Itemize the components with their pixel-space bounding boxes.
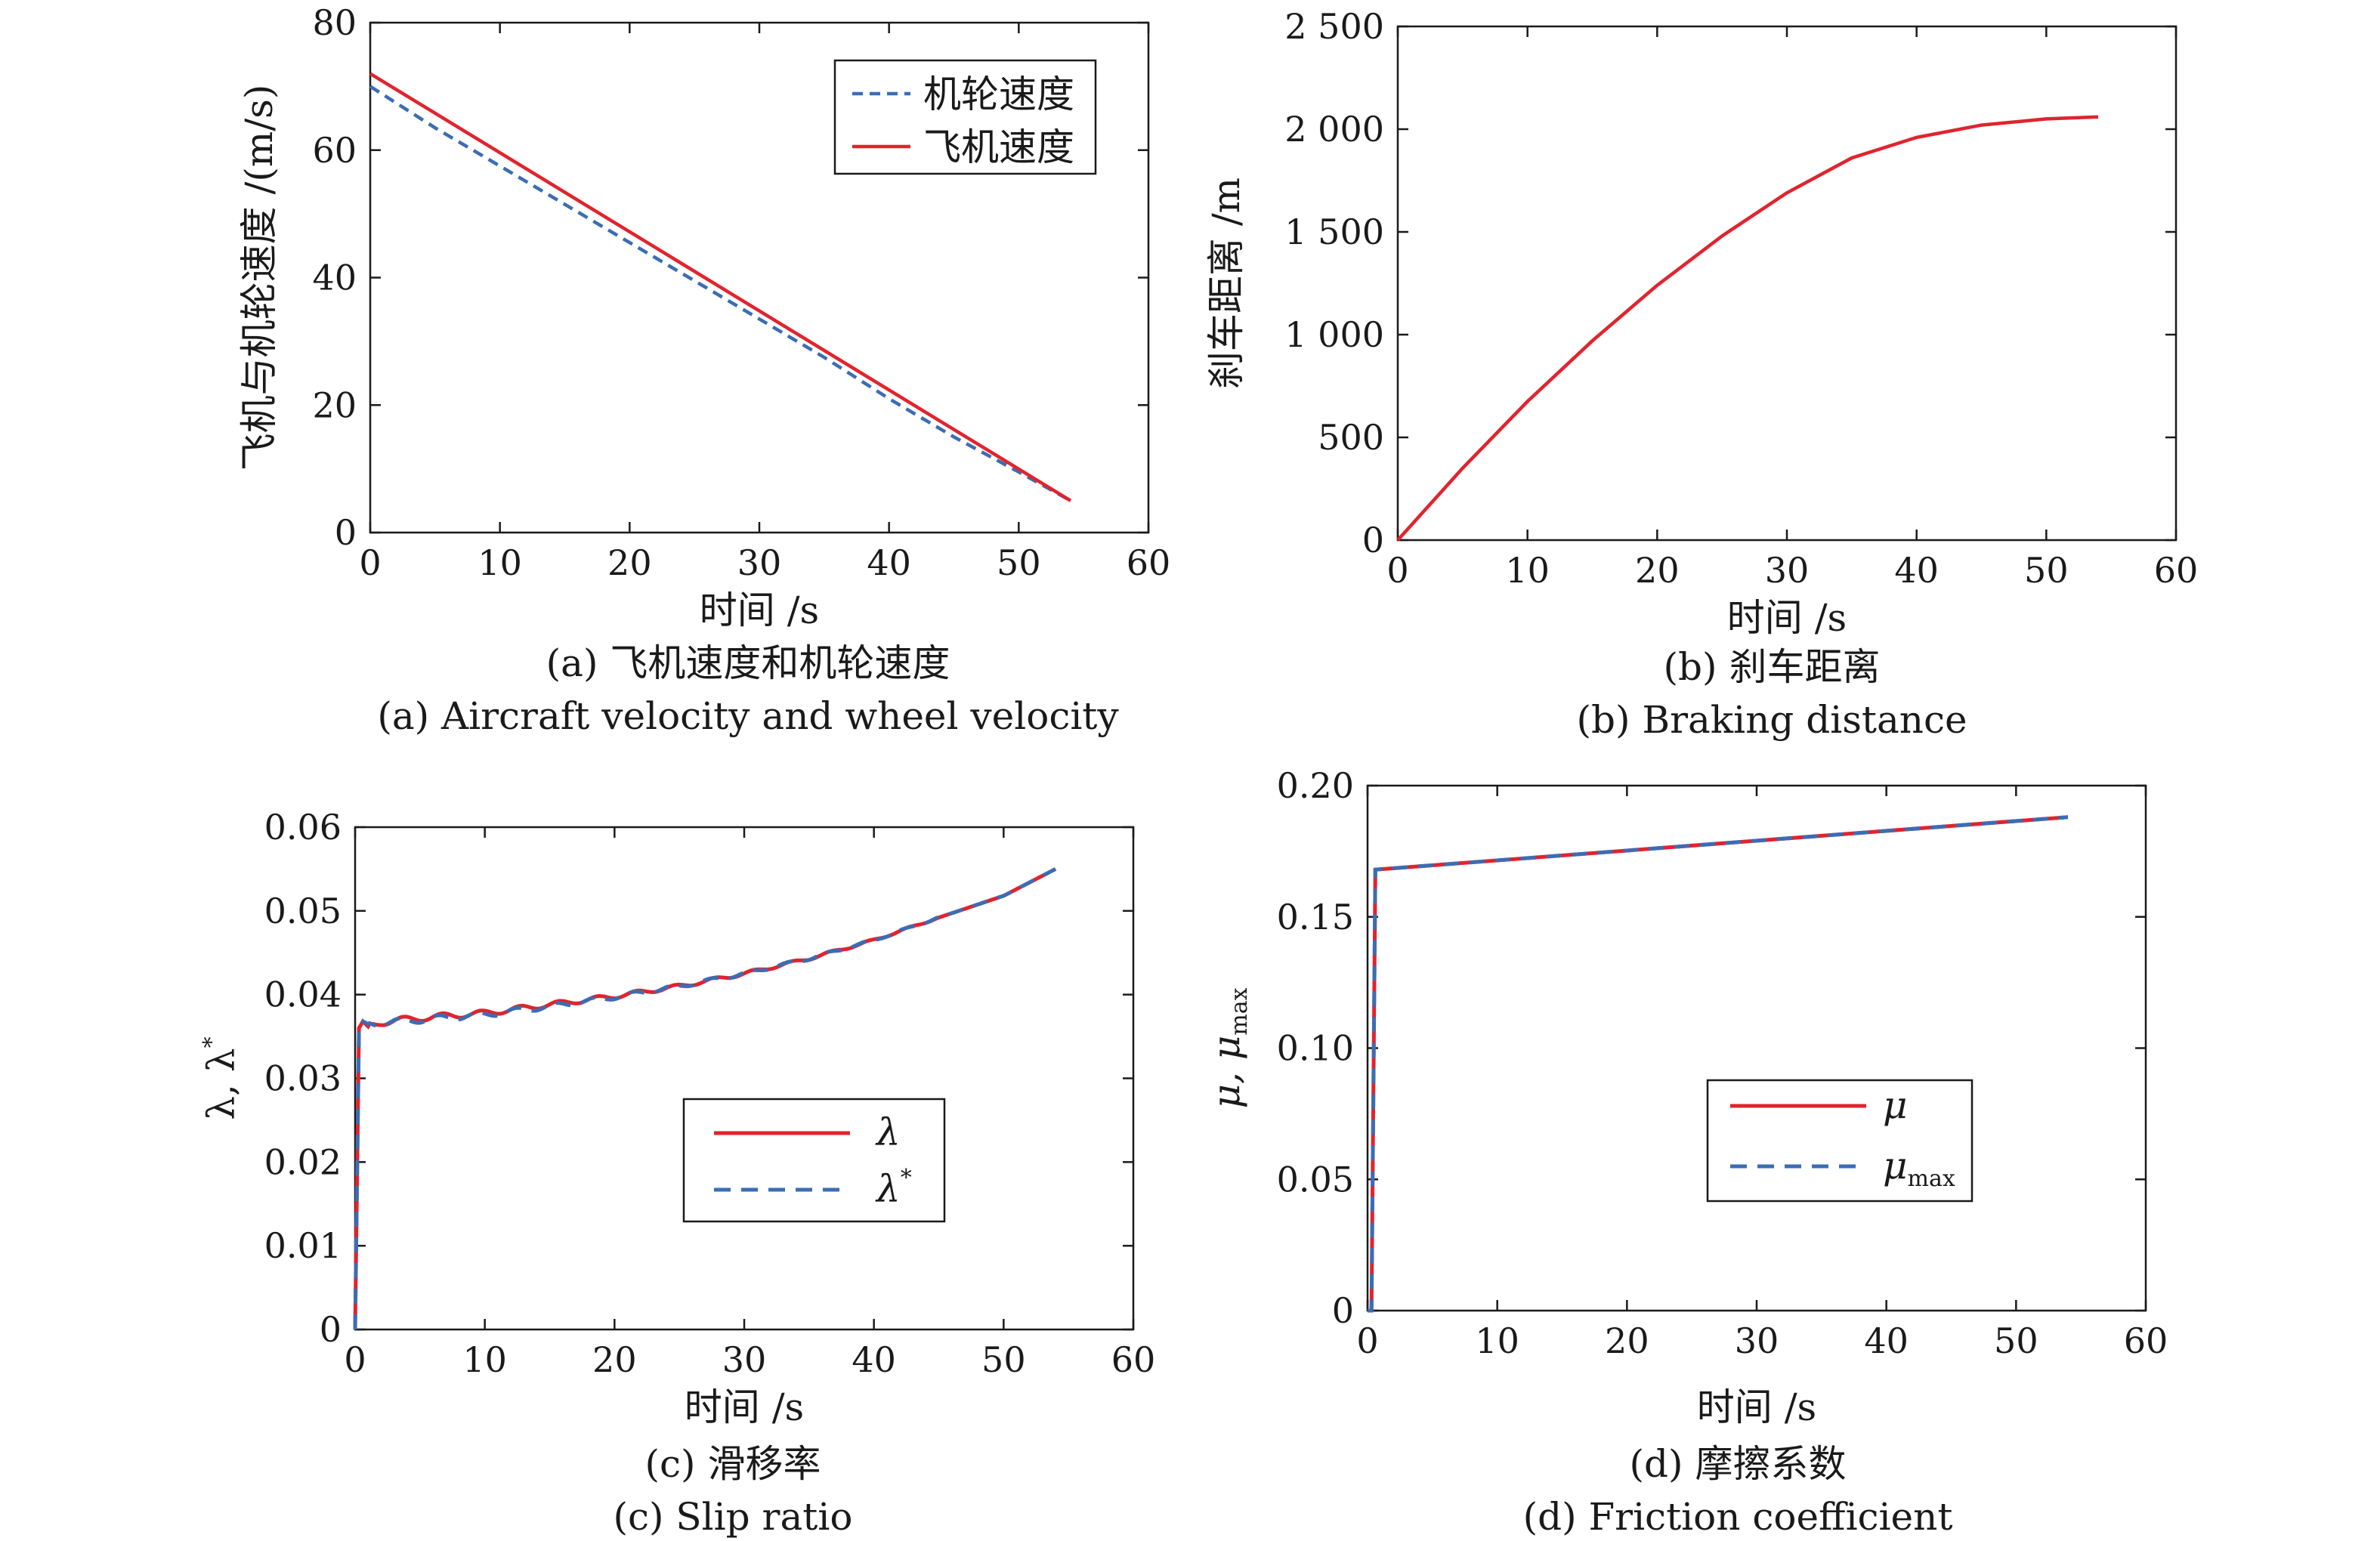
x-tick-label: 40 — [1864, 1320, 1909, 1361]
x-tick-label: 60 — [1127, 542, 1171, 583]
x-tick-label: 40 — [852, 1339, 896, 1380]
y-tick-label: 2 500 — [1284, 6, 1384, 47]
caption-cn: (a) 飞机速度和机轮速度 — [546, 641, 950, 685]
legend-label: 飞机速度 — [923, 125, 1074, 169]
legend-label: λ — [875, 1110, 901, 1154]
caption-cn: (c) 滑移率 — [645, 1442, 821, 1486]
y-tick-label: 40 — [312, 258, 357, 298]
series-line-2 — [369, 72, 1072, 502]
y-tick-label: 0.04 — [264, 974, 342, 1015]
x-tick-label: 40 — [867, 542, 911, 583]
x-tick-label: 20 — [1635, 550, 1680, 591]
y-tick-label: 0 — [1332, 1290, 1354, 1331]
x-axis-label: 时间 /s — [700, 588, 819, 632]
caption-cn: (d) 摩擦系数 — [1630, 1442, 1847, 1486]
y-axis-label: λ, λ* — [199, 1036, 243, 1119]
series-line-1 — [369, 85, 1072, 502]
y-tick-label: 2 000 — [1284, 109, 1384, 150]
x-tick-label: 30 — [1765, 550, 1810, 591]
x-tick-label: 20 — [592, 1339, 637, 1380]
x-tick-label: 30 — [722, 1339, 767, 1380]
y-tick-label: 0.06 — [264, 807, 342, 848]
caption-cn: (b) 刹车距离 — [1664, 645, 1881, 689]
x-tick-label: 50 — [2024, 550, 2069, 591]
chart-panel-3: 0 10 20 30 40 50 60 0 0.01 0.02 0.03 0.04 0.05 0.06 时间… — [199, 807, 1155, 1539]
x-tick-label: 0 — [1386, 550, 1408, 591]
x-tick-label: 60 — [2154, 550, 2199, 591]
x-tick-label: 10 — [1505, 550, 1550, 591]
legend: μ μmax — [1706, 1079, 1974, 1203]
chart-panel-4: 0 10 20 30 40 50 60 0 0.05 0.10 0.15 0.20 时间 /s μ, μm… — [1204, 765, 2168, 1539]
plot-area-frame — [1366, 784, 2147, 1312]
y-tick-label: 80 — [312, 2, 357, 43]
x-tick-label: 20 — [1605, 1320, 1649, 1361]
x-tick-label: 50 — [1994, 1320, 2038, 1361]
legend-label: μmax — [1883, 1144, 1955, 1192]
x-tick-label: 30 — [1735, 1320, 1779, 1361]
caption-en: (c) Slip ratio — [614, 1495, 853, 1539]
x-tick-label: 10 — [1475, 1320, 1519, 1361]
x-tick-label: 60 — [2124, 1320, 2168, 1361]
y-tick-label: 60 — [312, 130, 357, 171]
chart-panel-2: 0 10 20 30 40 50 60 0 500 1 000 1 500 2 000 2 500 时间 … — [1204, 6, 2198, 742]
y-tick-label: 0.15 — [1277, 897, 1354, 937]
y-tick-label: 0.02 — [264, 1141, 342, 1182]
caption-en: (a) Aircraft velocity and wheel velocity — [377, 694, 1119, 738]
chart-panel-1: 0 10 20 30 40 50 60 0 20 40 60 80 时间 /s 飞机与机轮速度 /(m/s… — [237, 2, 1170, 738]
y-axis-label: 刹车距离 /m — [1204, 178, 1248, 389]
x-tick-label: 0 — [359, 542, 381, 583]
x-axis-label: 时间 /s — [1697, 1385, 1816, 1429]
y-tick-label: 0.05 — [1277, 1159, 1354, 1200]
plot-area-frame — [1396, 25, 2178, 542]
x-axis-label: 时间 /s — [685, 1385, 804, 1429]
y-tick-label: 0 — [335, 512, 357, 553]
legend-label: λ* — [875, 1165, 912, 1211]
legend-label: μ — [1883, 1083, 1908, 1127]
series-line-1 — [1396, 115, 2099, 542]
x-tick-label: 30 — [737, 542, 782, 583]
y-tick-label: 0.10 — [1277, 1028, 1354, 1069]
y-tick-label: 0 — [320, 1309, 342, 1350]
y-tick-label: 1 500 — [1284, 212, 1384, 252]
y-tick-label: 0 — [1362, 520, 1384, 561]
y-axis-label: μ, μmax — [1204, 987, 1253, 1108]
y-axis-label: 飞机与机轮速度 /(m/s) — [237, 85, 281, 471]
y-tick-label: 1 000 — [1284, 314, 1384, 355]
y-tick-label: 500 — [1318, 417, 1384, 458]
x-tick-label: 10 — [462, 1339, 507, 1380]
y-tick-label: 0.01 — [264, 1225, 342, 1266]
caption-en: (b) Braking distance — [1576, 698, 1967, 742]
x-tick-label: 0 — [344, 1339, 366, 1380]
x-tick-label: 10 — [478, 542, 522, 583]
x-tick-label: 0 — [1356, 1320, 1378, 1361]
legend-box — [682, 1098, 946, 1223]
x-tick-label: 20 — [607, 542, 652, 583]
x-tick-label: 50 — [981, 1339, 1026, 1380]
y-tick-label: 20 — [312, 384, 357, 425]
legend: λ λ* — [682, 1098, 946, 1223]
x-axis-label: 时间 /s — [1727, 596, 1847, 640]
y-tick-label: 0.20 — [1277, 765, 1354, 806]
x-tick-label: 60 — [1111, 1339, 1156, 1380]
series-line-2 — [353, 867, 1057, 1330]
legend-label: 机轮速度 — [923, 73, 1074, 116]
y-tick-label: 0.05 — [264, 891, 342, 931]
series-line-2 — [1368, 815, 2069, 1313]
legend-box — [833, 59, 1097, 175]
caption-en: (d) Friction coefficient — [1523, 1495, 1953, 1539]
plot-area-frame — [354, 826, 1135, 1331]
x-tick-label: 40 — [1894, 550, 1939, 591]
x-tick-label: 50 — [997, 542, 1041, 583]
series-line-1 — [1368, 815, 2069, 1313]
legend-box — [1706, 1079, 1974, 1203]
y-tick-label: 0.03 — [264, 1058, 342, 1099]
